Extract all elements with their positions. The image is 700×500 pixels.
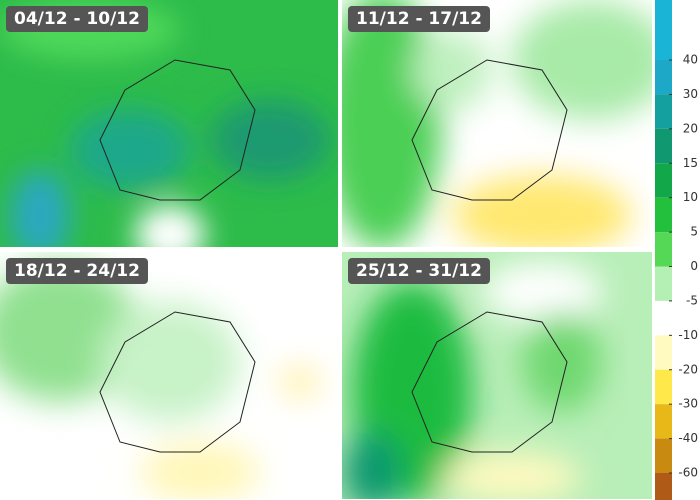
- colorbar-tick-label: -20: [678, 362, 698, 376]
- map-panel: 25/12 - 31/12: [342, 252, 652, 499]
- colorbar-band: [655, 438, 672, 473]
- map-panel: 18/12 - 24/12: [0, 252, 338, 499]
- colorbar-band: [655, 335, 672, 370]
- colorbar-tick-label: -30: [678, 397, 698, 411]
- colorbar-band: [655, 163, 672, 198]
- map: [342, 252, 652, 499]
- colorbar-band: [655, 404, 672, 439]
- colorbar-tick-label: 5: [690, 225, 698, 239]
- colorbar-tick-label: -5: [686, 293, 698, 307]
- colorbar-band: [655, 266, 672, 301]
- colorbar-band: [655, 300, 672, 336]
- panel-label: 25/12 - 31/12: [348, 258, 490, 284]
- colorbar-tick-label: -40: [678, 431, 698, 445]
- colorbar-tick-label: 15: [683, 156, 698, 170]
- map: [0, 0, 338, 247]
- colorbar-tick-label: 0: [690, 259, 698, 273]
- map-panel: 04/12 - 10/12: [0, 0, 338, 247]
- map: [342, 0, 652, 247]
- panel-label: 04/12 - 10/12: [6, 6, 148, 32]
- colorbar-band: [655, 197, 672, 233]
- colorbar-tick-label: -60: [678, 466, 698, 480]
- colorbar-band: [655, 232, 672, 267]
- colorbar-band: [655, 369, 672, 405]
- colorbar-tick-label: 10: [683, 190, 698, 204]
- panel-label: 11/12 - 17/12: [348, 6, 490, 32]
- colorbar-band: [655, 94, 672, 129]
- colorbar-band: [655, 0, 672, 60]
- colorbar-tick-label: 40: [683, 53, 698, 67]
- colorbar-band: [655, 128, 672, 164]
- colorbar-tick-label: 20: [683, 121, 698, 135]
- map-panel: 11/12 - 17/12: [342, 0, 652, 247]
- colorbar-tick-label: 30: [683, 87, 698, 101]
- colorbar-band: [655, 473, 672, 500]
- colorbar-band: [655, 60, 672, 95]
- panel-label: 18/12 - 24/12: [6, 258, 148, 284]
- colorbar: 40 30 20 15 10 5 0 -5 -10 -20 -30 -40 -60: [655, 0, 698, 500]
- map: [0, 252, 338, 499]
- colorbar-tick-label: -10: [678, 328, 698, 342]
